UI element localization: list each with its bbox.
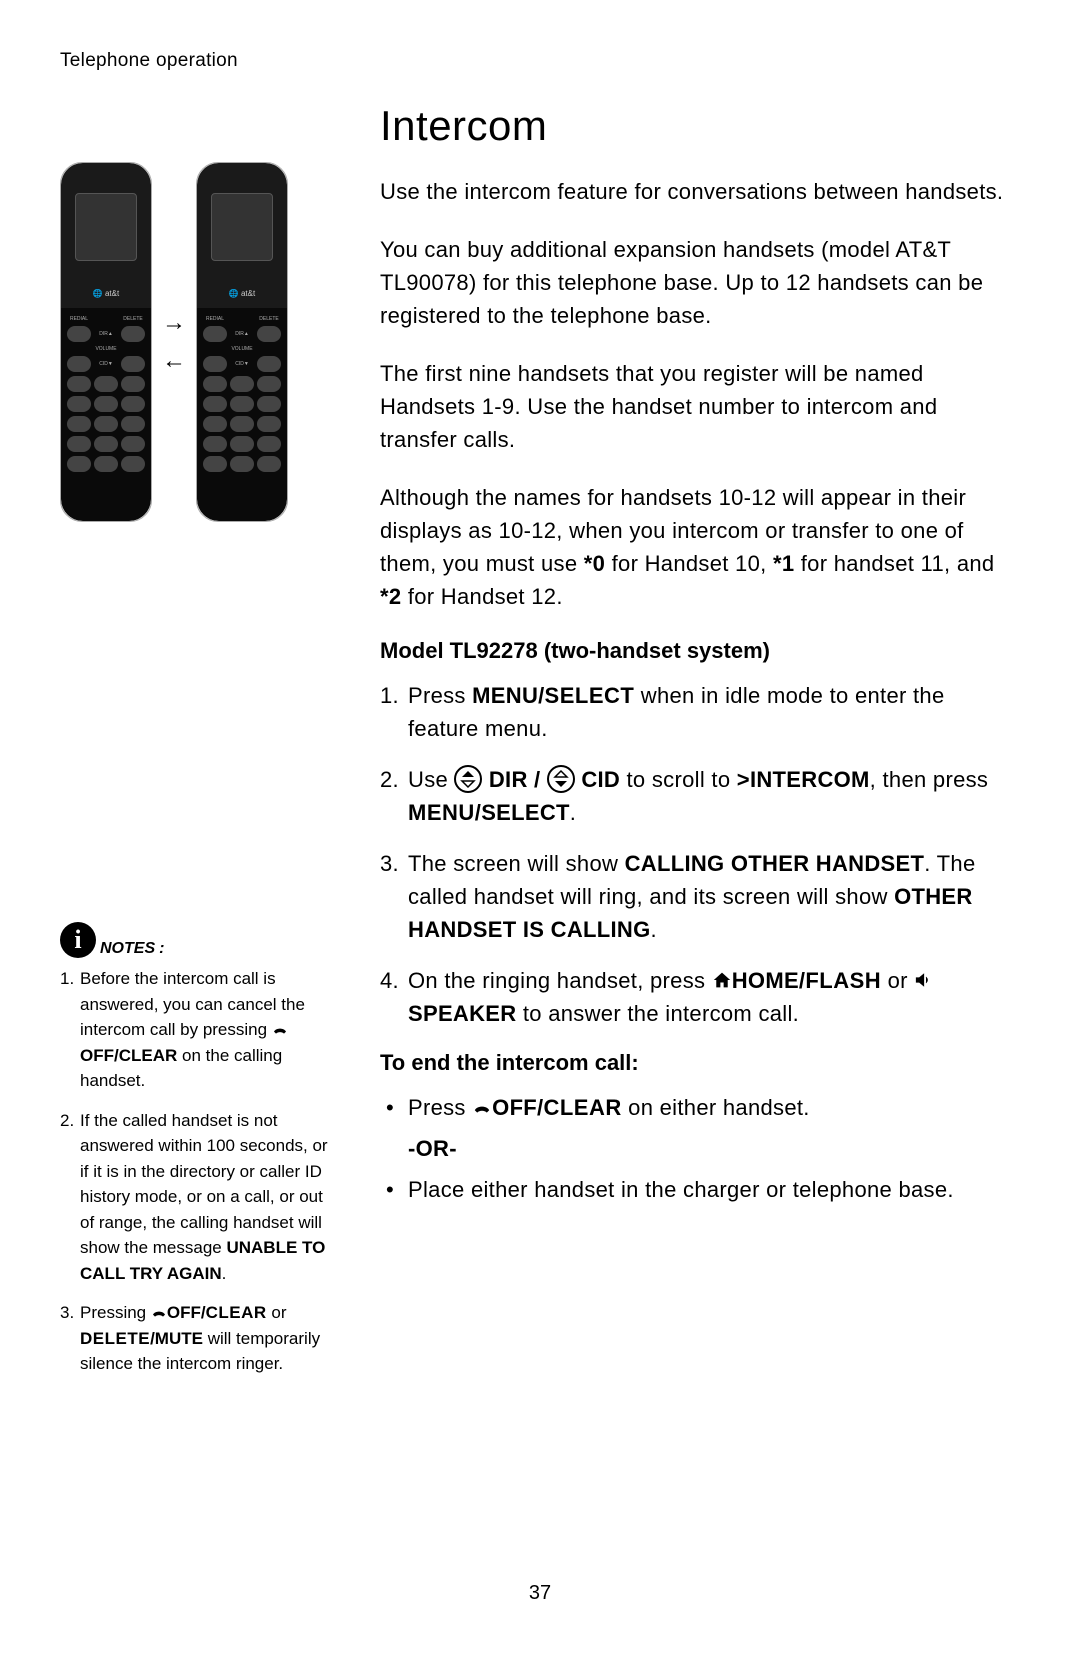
model-steps: 1. Press MENU/SELECT when in idle mode t…	[380, 679, 1020, 1030]
left-column: 🌐 at&t REDIALDELETE DIR▲ VOLUME CID▼ → ←	[60, 102, 340, 1391]
down-arrow-icon	[547, 765, 575, 793]
phone-off-icon	[151, 1305, 167, 1319]
speaker-icon	[914, 971, 932, 989]
transfer-arrows: → ←	[162, 311, 186, 373]
step-3: 3. The screen will show CALLING OTHER HA…	[380, 847, 1020, 946]
section-header: Telephone operation	[60, 50, 1020, 72]
model-heading: Model TL92278 (two-handset system)	[380, 638, 1020, 664]
arrow-left-icon: ←	[162, 349, 186, 373]
intro-2: You can buy additional expansion handset…	[380, 233, 1020, 332]
handset-illustration: 🌐 at&t REDIALDELETE DIR▲ VOLUME CID▼ → ←	[60, 162, 340, 522]
right-column: Intercom Use the intercom feature for co…	[380, 102, 1020, 1391]
page-number: 37	[0, 1582, 1080, 1605]
step-1: 1. Press MENU/SELECT when in idle mode t…	[380, 679, 1020, 745]
step-2: 2. Use DIR / CID to scroll to >INTERCOM,…	[380, 763, 1020, 829]
handset-right: 🌐 at&t REDIALDELETE DIR▲ VOLUME CID▼	[196, 162, 288, 522]
phone-off-icon	[472, 1099, 492, 1115]
handset-left: 🌐 at&t REDIALDELETE DIR▲ VOLUME CID▼	[60, 162, 152, 522]
brand-label: 🌐 at&t	[61, 289, 151, 298]
end-2: Place either handset in the charger or t…	[380, 1173, 1020, 1206]
end-1: Press OFF/CLEAR on either handset. -OR-	[380, 1091, 1020, 1165]
arrow-right-icon: →	[162, 311, 186, 335]
brand-label: 🌐 at&t	[197, 289, 287, 298]
phone-off-icon	[272, 1022, 288, 1036]
intro-1: Use the intercom feature for conversatio…	[380, 175, 1020, 208]
intro-4: Although the names for handsets 10-12 wi…	[380, 481, 1020, 613]
up-arrow-icon	[454, 765, 482, 793]
end-heading: To end the intercom call:	[380, 1050, 1020, 1076]
note-2: 2. If the called handset is not answered…	[60, 1108, 340, 1287]
page-title: Intercom	[380, 102, 1020, 150]
note-3: 3. Pressing OFF/CLEAR or DELETE/MUTE wil…	[60, 1300, 340, 1377]
intro-3: The first nine handsets that you registe…	[380, 357, 1020, 456]
step-4: 4. On the ringing handset, press HOME/FL…	[380, 964, 1020, 1030]
info-icon: i	[60, 922, 96, 958]
notes-header: i NOTES:	[60, 922, 340, 958]
home-icon	[712, 971, 732, 989]
note-1: 1. Before the intercom call is answered,…	[60, 966, 340, 1094]
notes-block: i NOTES: 1. Before the intercom call is …	[60, 922, 340, 1377]
end-list: Press OFF/CLEAR on either handset. -OR- …	[380, 1091, 1020, 1206]
content-wrapper: 🌐 at&t REDIALDELETE DIR▲ VOLUME CID▼ → ←	[60, 102, 1020, 1391]
or-divider: -OR-	[408, 1132, 1020, 1165]
